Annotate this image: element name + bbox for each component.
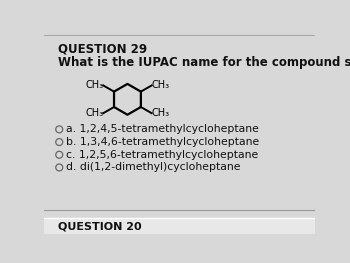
Bar: [44, 218, 315, 234]
Text: QUESTION 29: QUESTION 29: [58, 42, 147, 55]
Text: b. 1,3,4,6-tetramethylcycloheptane: b. 1,3,4,6-tetramethylcycloheptane: [66, 137, 259, 147]
Text: d. di(1,2-dimethyl)cycloheptane: d. di(1,2-dimethyl)cycloheptane: [66, 163, 241, 173]
Text: CH₃: CH₃: [85, 108, 103, 118]
Text: CH₃: CH₃: [85, 80, 103, 90]
Text: a. 1,2,4,5-tetramethylcycloheptane: a. 1,2,4,5-tetramethylcycloheptane: [66, 124, 259, 134]
Text: CH₃: CH₃: [152, 108, 170, 118]
Text: What is the IUPAC name for the compound shown?: What is the IUPAC name for the compound …: [58, 56, 350, 69]
Text: QUESTION 20: QUESTION 20: [58, 221, 141, 231]
Text: c. 1,2,5,6-tetramethylcycloheptane: c. 1,2,5,6-tetramethylcycloheptane: [66, 150, 258, 160]
Text: CH₃: CH₃: [152, 80, 170, 90]
